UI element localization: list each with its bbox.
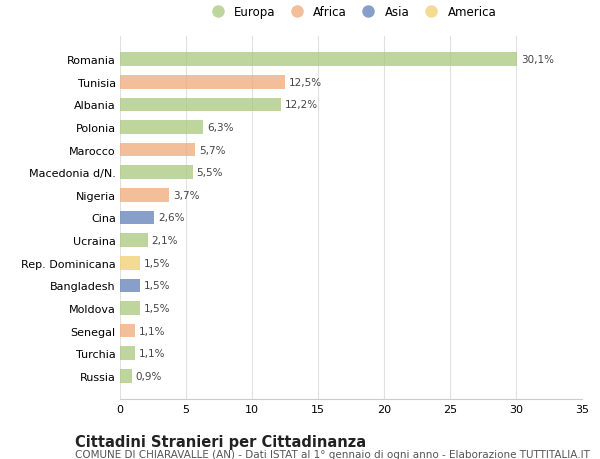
Bar bbox=[120, 257, 140, 270]
Bar bbox=[120, 369, 132, 383]
Text: 5,5%: 5,5% bbox=[197, 168, 223, 178]
Text: 6,3%: 6,3% bbox=[207, 123, 233, 133]
Text: 2,6%: 2,6% bbox=[158, 213, 185, 223]
Text: 3,7%: 3,7% bbox=[173, 190, 199, 201]
Text: 1,5%: 1,5% bbox=[144, 258, 170, 268]
Bar bbox=[120, 166, 193, 179]
Bar bbox=[120, 144, 195, 157]
Bar bbox=[120, 279, 140, 292]
Legend: Europa, Africa, Asia, America: Europa, Africa, Asia, America bbox=[206, 6, 496, 19]
Bar bbox=[120, 189, 169, 202]
Text: 1,1%: 1,1% bbox=[139, 326, 165, 336]
Text: 1,5%: 1,5% bbox=[144, 303, 170, 313]
Bar bbox=[120, 121, 203, 134]
Bar bbox=[120, 234, 148, 247]
Text: 1,5%: 1,5% bbox=[144, 281, 170, 291]
Text: 12,5%: 12,5% bbox=[289, 78, 322, 88]
Bar bbox=[120, 53, 517, 67]
Bar bbox=[120, 211, 154, 225]
Text: 1,1%: 1,1% bbox=[139, 348, 165, 358]
Bar bbox=[120, 76, 285, 90]
Text: 5,7%: 5,7% bbox=[199, 146, 226, 155]
Text: COMUNE DI CHIARAVALLE (AN) - Dati ISTAT al 1° gennaio di ogni anno - Elaborazion: COMUNE DI CHIARAVALLE (AN) - Dati ISTAT … bbox=[75, 449, 590, 459]
Bar bbox=[120, 347, 134, 360]
Text: Cittadini Stranieri per Cittadinanza: Cittadini Stranieri per Cittadinanza bbox=[75, 434, 366, 449]
Bar bbox=[120, 324, 134, 338]
Text: 0,9%: 0,9% bbox=[136, 371, 162, 381]
Bar bbox=[120, 98, 281, 112]
Text: 30,1%: 30,1% bbox=[521, 55, 554, 65]
Text: 2,1%: 2,1% bbox=[152, 235, 178, 246]
Bar bbox=[120, 302, 140, 315]
Text: 12,2%: 12,2% bbox=[285, 100, 318, 110]
